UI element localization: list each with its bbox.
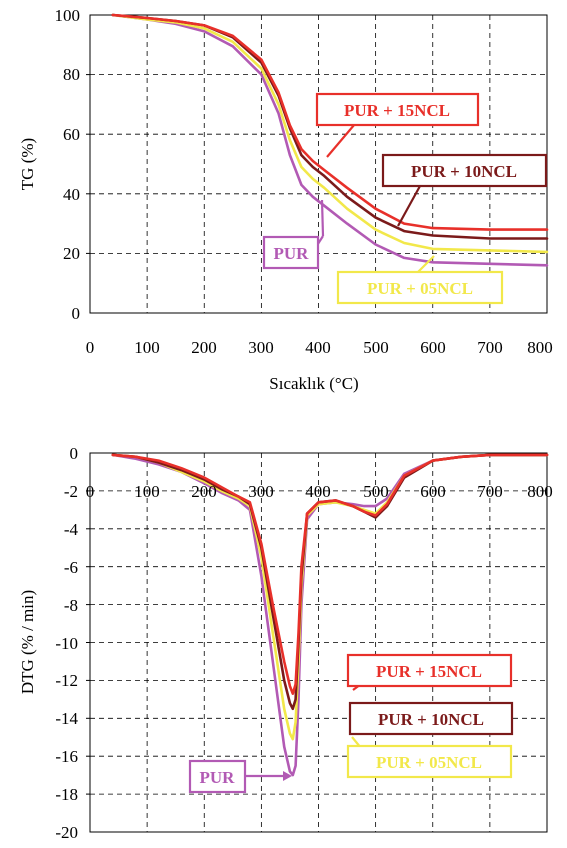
dtg-label-arrowhead-pur (283, 771, 292, 781)
tg-series-group (111, 13, 549, 267)
dtg-xtick-label: 0 (86, 482, 95, 501)
tg-ytick-label: 100 (55, 6, 81, 25)
tg-xtick-label: 0 (86, 338, 95, 357)
tg-label-box-pur (262, 235, 320, 270)
dtg-ytick-label: -10 (55, 634, 78, 653)
tg-xtick-label: 800 (527, 338, 553, 357)
dtg-xtick-label: 400 (305, 482, 331, 501)
dtg-series-pur (111, 453, 549, 777)
dtg-xtick-label: 100 (134, 482, 160, 501)
tg-label-05ncl: PUR + 05NCL (367, 279, 473, 298)
dtg-label-15ncl: PUR + 15NCL (376, 662, 482, 681)
dtg-xtick-label: 200 (191, 482, 217, 501)
dtg-plot-frame (89, 452, 548, 833)
tg-label-10ncl: PUR + 10NCL (411, 162, 517, 181)
dtg-xtick-label: 500 (363, 482, 389, 501)
dtg-ytick-label: -16 (55, 747, 78, 766)
tg-label-box-15ncl (315, 92, 480, 127)
tg-series-pur-10ncl (111, 13, 549, 240)
dtg-label-pur: PUR (200, 768, 236, 787)
tg-label-box-05ncl (336, 270, 504, 305)
tg-ytick-label: 40 (63, 185, 80, 204)
tg-xtick-label: 700 (477, 338, 503, 357)
dtg-label-box-15ncl (346, 653, 513, 688)
dtg-series-group (111, 453, 549, 777)
tg-label-15ncl: PUR + 15NCL (344, 101, 450, 120)
dtg-ytick-label: -4 (64, 520, 79, 539)
tg-label-box-10ncl (381, 153, 548, 188)
tg-label-arrow-05ncl (417, 255, 435, 273)
tg-label-arrow-pur-b (320, 199, 325, 237)
tg-xtick-label: 500 (363, 338, 389, 357)
dtg-ytick-label: -2 (64, 482, 78, 501)
tg-ytick-label: 20 (63, 244, 80, 263)
dtg-xtick-label: 600 (420, 482, 446, 501)
dtg-xtick-label: 800 (527, 482, 553, 501)
dtg-y-axis-title: DTG (% / min) (18, 590, 37, 694)
dtg-label-05ncl: PUR + 05NCL (376, 753, 482, 772)
tg-ytick-label: 80 (63, 65, 80, 84)
tg-series-pur-15ncl (111, 13, 549, 231)
tg-xtick-label: 100 (134, 338, 160, 357)
tg-ytick-label: 0 (72, 304, 81, 323)
tg-xtick-label: 400 (305, 338, 331, 357)
dtg-ytick-label: -18 (55, 785, 78, 804)
dtg-series-pur-15ncl (111, 453, 549, 696)
tg-y-axis-title: TG (%) (18, 138, 37, 190)
dtg-ytick-label: -20 (55, 823, 78, 842)
tg-series-pur (111, 13, 549, 267)
dtg-label-box-10ncl (348, 701, 514, 736)
tg-ytick-label: 60 (63, 125, 80, 144)
tg-label-arrow-10ncl (397, 185, 421, 227)
tg-series-pur-05ncl (111, 13, 549, 254)
dtg-chart: 0 -2 -4 -6 -8 -10 -12 -14 -16 -18 -20 0 … (18, 444, 553, 842)
dtg-xtick-label: 300 (248, 482, 274, 501)
tg-xtick-label: 600 (420, 338, 446, 357)
dtg-ytick-label: -8 (64, 596, 78, 615)
tg-chart: 100 80 60 40 20 0 0 100 200 300 400 500 … (18, 6, 553, 393)
dtg-ytick-label: 0 (70, 444, 79, 463)
dtg-label-10ncl: PUR + 10NCL (378, 710, 484, 729)
tg-x-axis-title: Sıcaklık (°C) (269, 374, 358, 393)
dtg-xtick-label: 700 (477, 482, 503, 501)
tg-label-pur: PUR (274, 244, 310, 263)
dtg-ytick-label: -14 (55, 709, 78, 728)
tg-xtick-label: 300 (248, 338, 274, 357)
dtg-ytick-label: -6 (64, 558, 78, 577)
dtg-ytick-label: -12 (55, 671, 78, 690)
tg-xtick-label: 200 (191, 338, 217, 357)
dtg-label-box-pur (188, 759, 247, 794)
dtg-label-box-05ncl (346, 744, 513, 779)
